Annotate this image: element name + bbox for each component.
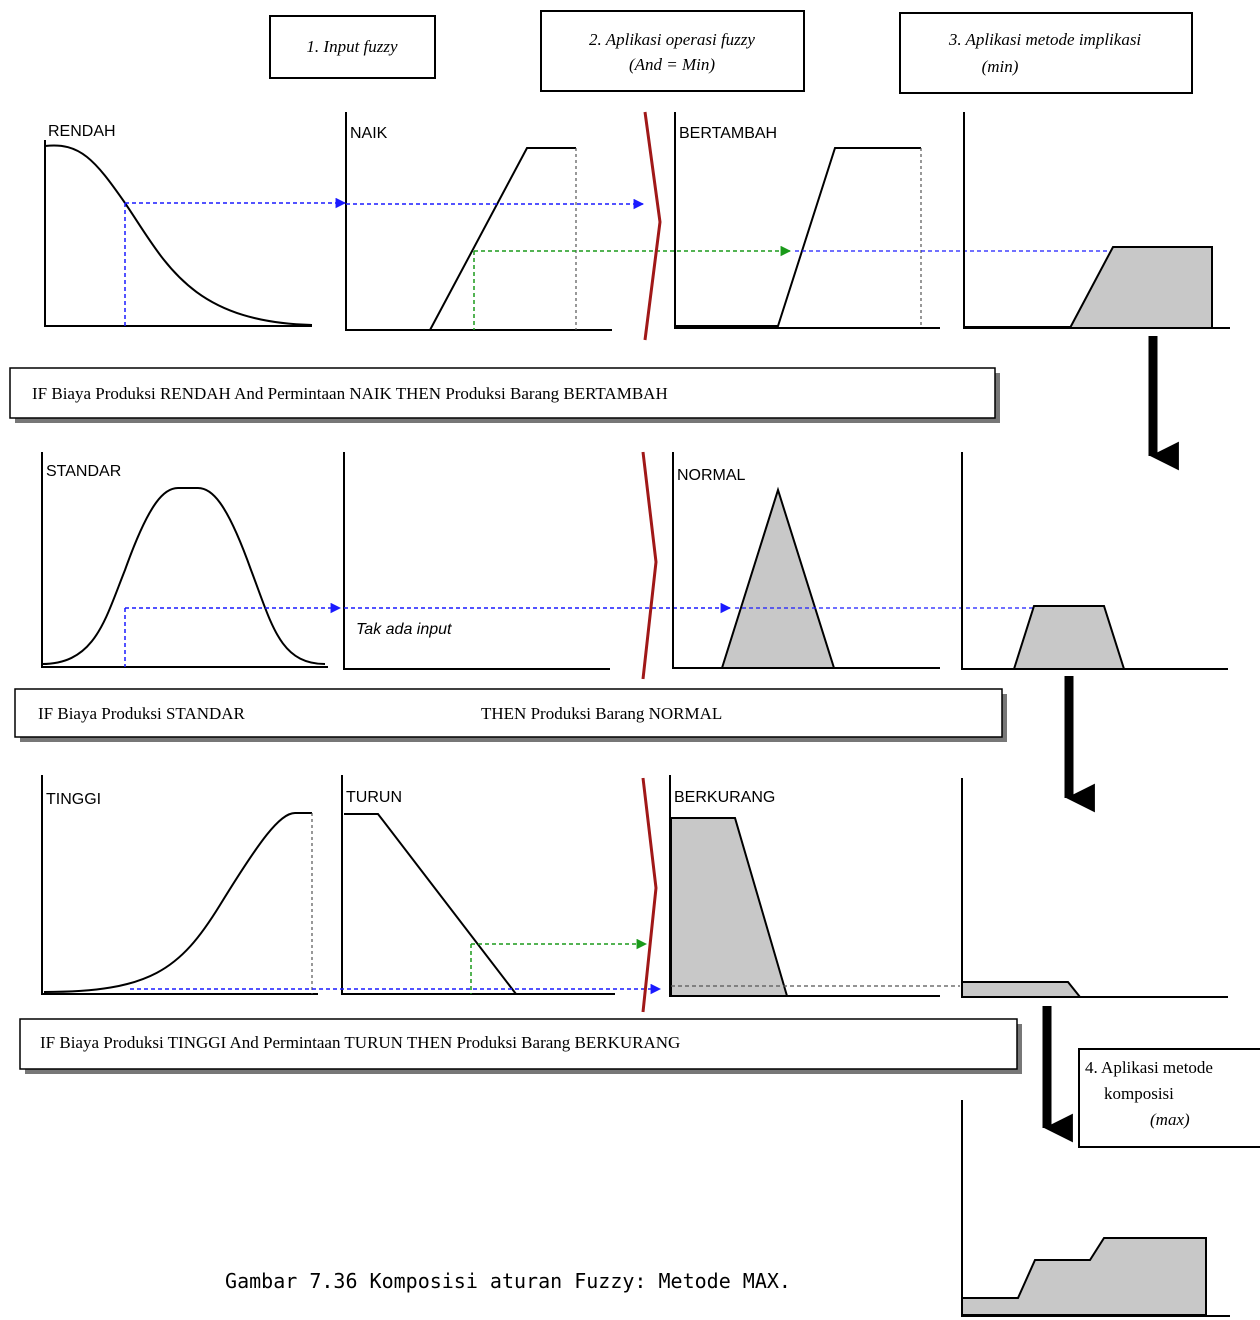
step2-sublabel: (And = Min) [629, 55, 715, 74]
standar-membership-chart: STANDAR [41, 452, 328, 668]
no-input-note: Tak ada input [356, 621, 452, 638]
step4-label: 4. Aplikasi metode [1085, 1058, 1213, 1077]
rule3-box: IF Biaya Produksi TINGGI And Permintaan … [19, 1018, 1022, 1074]
turun-label: TURUN [346, 789, 402, 806]
step3-label: 3. Aplikasi metode implikasi [948, 30, 1142, 49]
row3-min-bracket [641, 777, 658, 1013]
step2-label: 2. Aplikasi operasi fuzzy [589, 30, 755, 49]
bertambah-label: BERTAMBAH [679, 125, 777, 142]
turun-membership-chart: TURUN [341, 775, 648, 995]
rendah-membership-chart: RENDAH [44, 123, 313, 327]
figure-caption: Gambar 7.36 Komposisi aturan Fuzzy: Meto… [225, 1269, 791, 1293]
step2-box: 2. Aplikasi operasi fuzzy (And = Min) [540, 10, 805, 92]
step3-sublabel: (min) [982, 57, 1019, 76]
row3-implication-chart [961, 778, 1228, 998]
bertambah-membership-chart: BERTAMBAH [674, 112, 1112, 329]
standar-label: STANDAR [46, 463, 121, 480]
berkurang-label: BERKURANG [674, 789, 775, 806]
berkurang-membership-chart: BERKURANG [669, 775, 960, 997]
naik-label: NAIK [350, 125, 388, 142]
step1-label: 1. Input fuzzy [306, 37, 398, 56]
rule2-then-text: THEN Produksi Barang NORMAL [481, 704, 722, 723]
row2-implication-chart [961, 452, 1228, 670]
row2-min-bracket [641, 451, 658, 680]
tinggi-label: TINGGI [46, 791, 101, 808]
rule3-text: IF Biaya Produksi TINGGI And Permintaan … [40, 1033, 680, 1052]
rule2-if-text: IF Biaya Produksi STANDAR [38, 704, 246, 723]
step3-box: 3. Aplikasi metode implikasi (min) [899, 12, 1193, 94]
tinggi-membership-chart: TINGGI [41, 775, 318, 995]
normal-membership-chart: NORMAL [672, 452, 1034, 669]
rendah-label: RENDAH [48, 123, 116, 140]
row1-min-bracket [643, 111, 662, 341]
max-composition-chart [961, 1100, 1230, 1317]
rule2-box: IF Biaya Produksi STANDAR THEN Produksi … [14, 688, 1007, 742]
rule1-text: IF Biaya Produksi RENDAH And Permintaan … [32, 384, 668, 403]
empty-input-chart: Tak ada input [343, 452, 610, 670]
step1-box: 1. Input fuzzy [269, 15, 436, 79]
step4-sublabel: komposisi [1104, 1084, 1174, 1103]
step4-box: 4. Aplikasi metode komposisi (max) [1078, 1048, 1260, 1148]
step4-method: (max) [1150, 1110, 1190, 1129]
normal-label: NORMAL [677, 467, 746, 484]
rule1-box: IF Biaya Produksi RENDAH And Permintaan … [9, 367, 1000, 423]
row1-implication-chart [963, 112, 1230, 329]
naik-membership-chart: NAIK [345, 112, 792, 331]
